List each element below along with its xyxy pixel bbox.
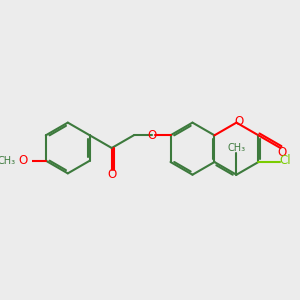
Text: O: O bbox=[235, 115, 244, 128]
Text: O: O bbox=[147, 129, 156, 142]
Text: O: O bbox=[277, 146, 286, 158]
Text: CH₃: CH₃ bbox=[227, 143, 245, 153]
Text: CH₃: CH₃ bbox=[0, 156, 15, 166]
Text: O: O bbox=[19, 154, 28, 167]
Text: Cl: Cl bbox=[279, 154, 291, 167]
Text: O: O bbox=[107, 168, 116, 182]
